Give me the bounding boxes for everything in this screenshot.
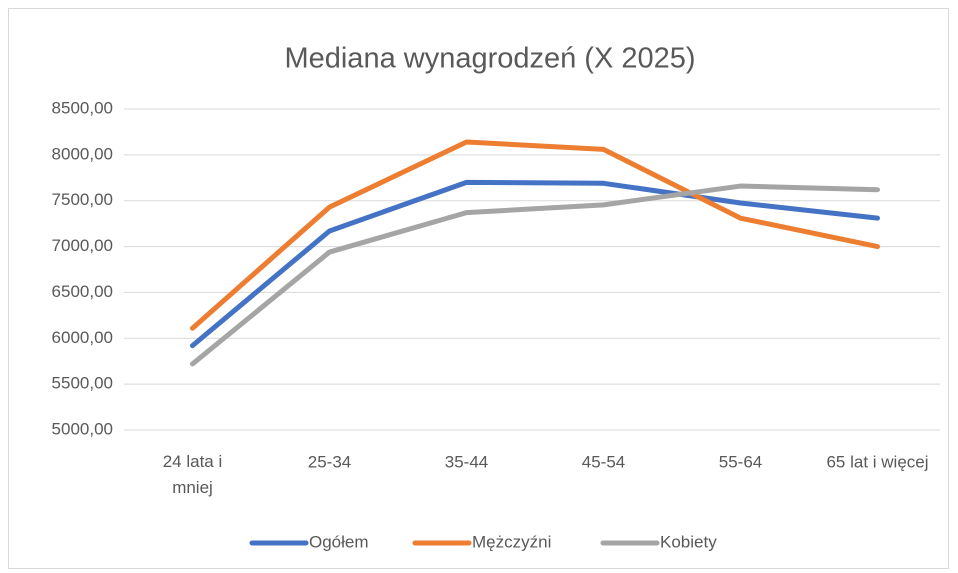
y-tick-label: 5000,00 [52,419,113,438]
y-tick-label: 6500,00 [52,282,113,301]
y-tick-label: 8500,00 [52,98,113,117]
x-tick-label: 55-64 [719,452,762,471]
chart-title: Mediana wynagrodzeń (X 2025) [284,43,695,75]
x-tick-label-line: mniej [172,478,213,497]
x-tick-label: 45-54 [582,452,625,471]
y-tick-label: 7000,00 [52,236,113,255]
x-tick-label: 24 lata i mniej [163,452,223,497]
series-line [190,183,880,367]
legend-label: Mężczyźni [472,532,551,551]
y-tick-label: 7500,00 [52,190,113,209]
y-tick-label: 6000,00 [52,328,113,347]
series-line [190,179,880,349]
y-tick-label: 5500,00 [52,374,113,393]
legend-label: Ogółem [309,532,369,551]
x-tick-label: 35-44 [445,452,488,471]
chart-border [8,8,949,569]
series-line [190,139,880,331]
y-tick-label: 8000,00 [52,144,113,163]
legend-label: Kobiety [660,532,717,551]
x-tick-label-line: 24 lata i [163,452,223,471]
x-tick-label: 25-34 [308,452,351,471]
x-tick-label: 65 lat i więcej [826,452,928,471]
